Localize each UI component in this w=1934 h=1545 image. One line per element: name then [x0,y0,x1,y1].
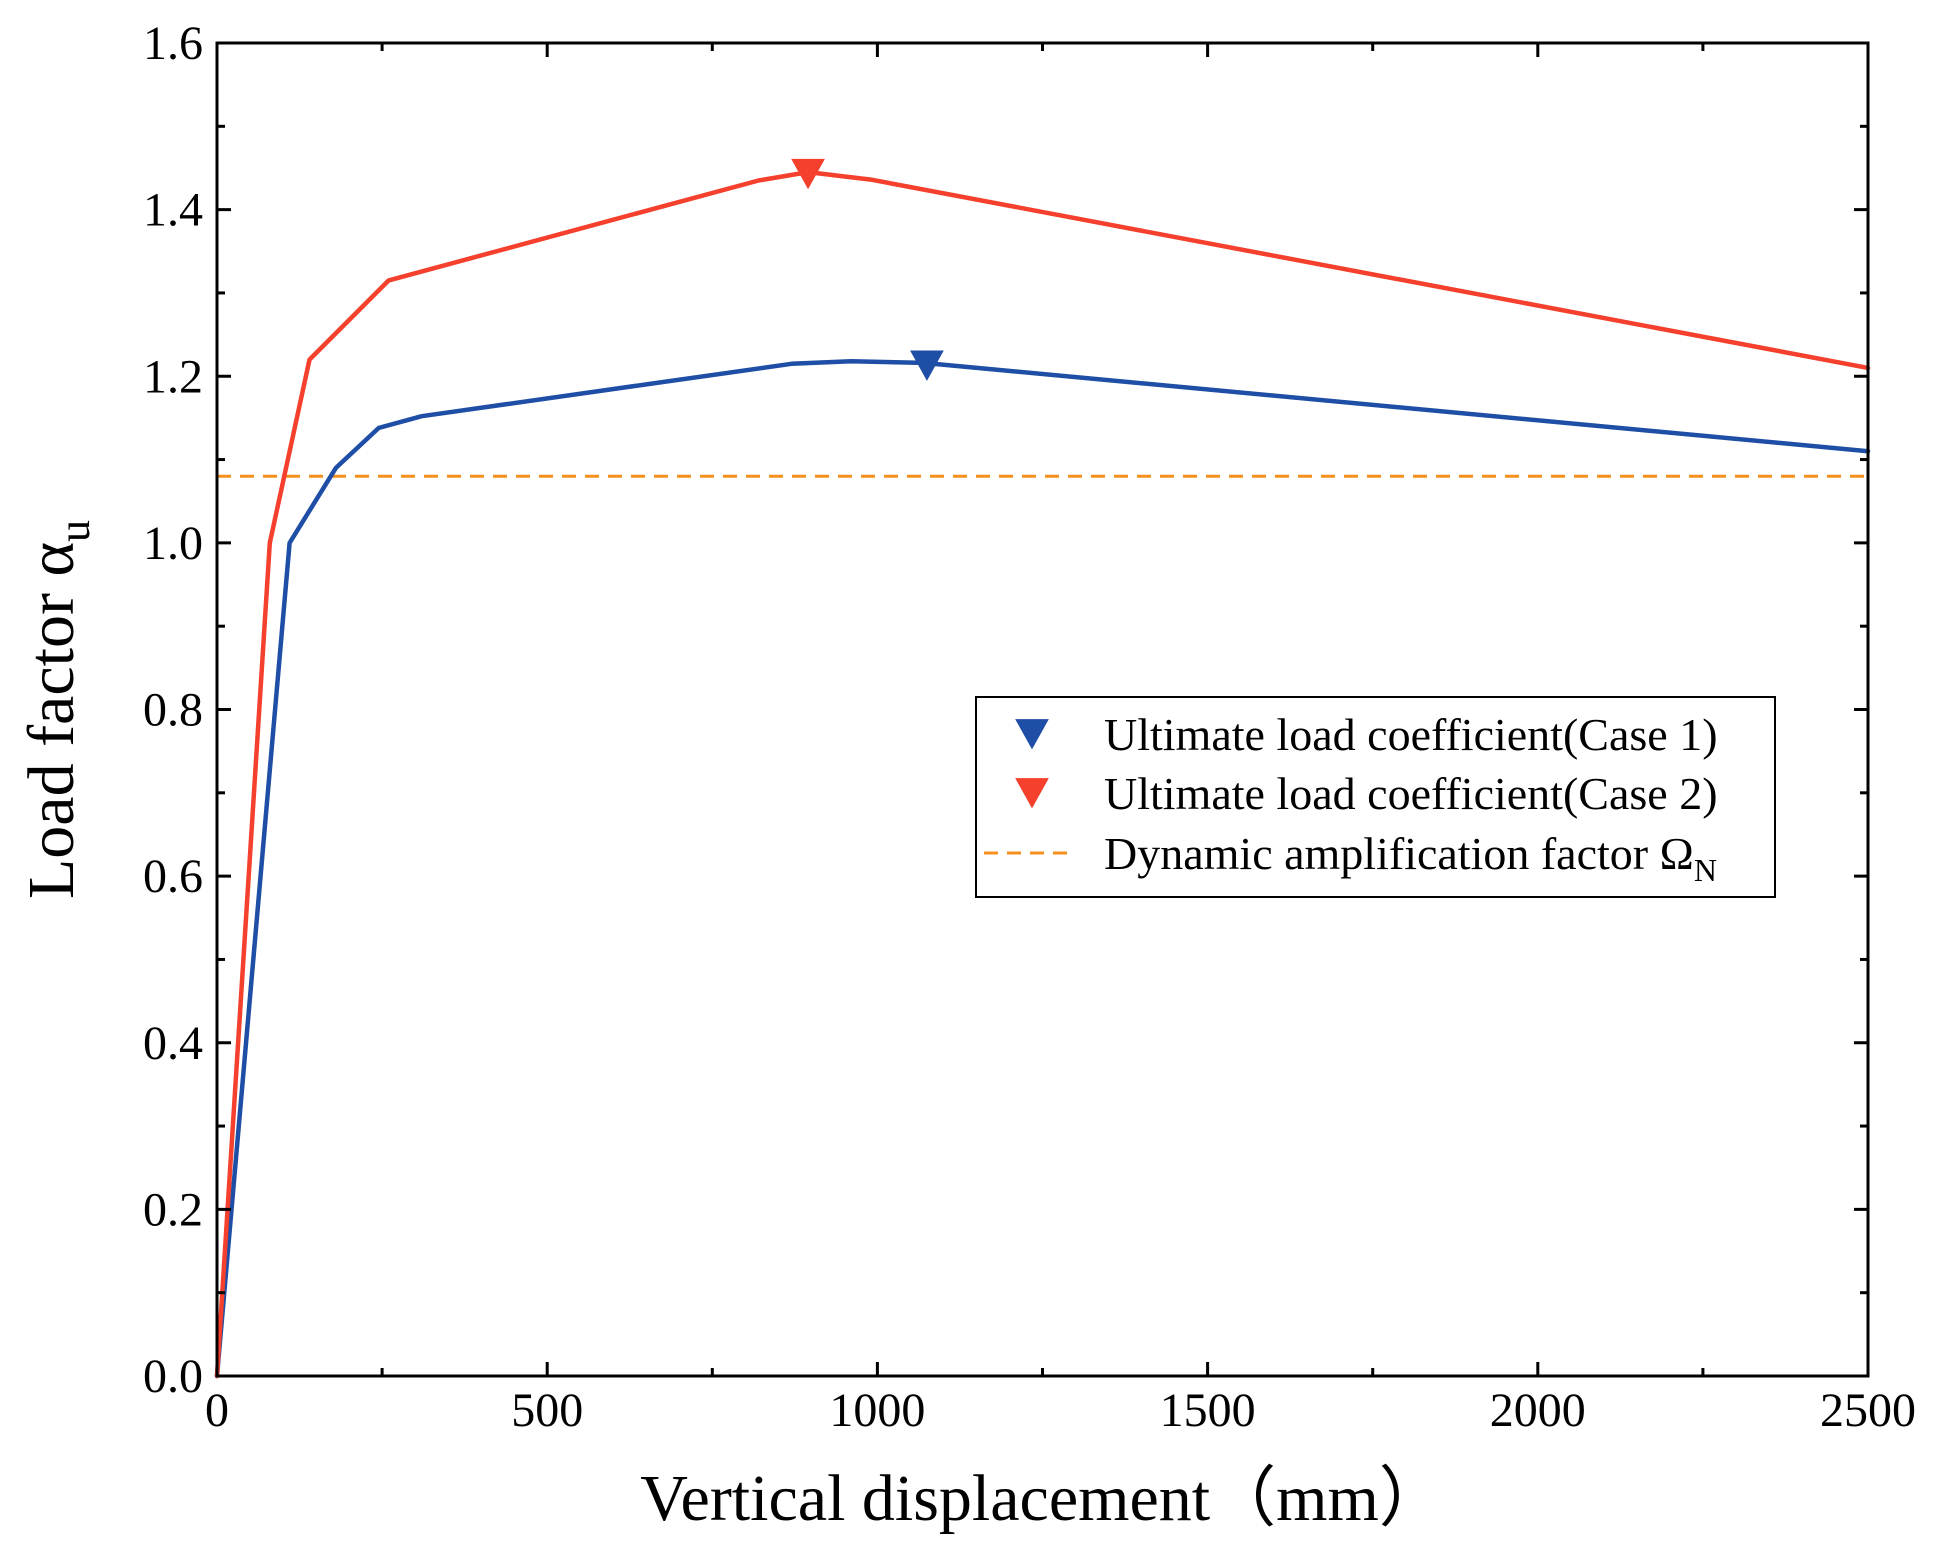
y-axis-title-subscript: u [50,520,99,542]
legend-marker-case-1 [1015,719,1049,750]
x-tick-label: 1000 [829,1384,925,1437]
y-tick-label: 0.4 [143,1017,203,1070]
axes [215,41,1870,1378]
y-tick-label: 1.6 [143,17,203,70]
plot-area [214,158,1871,1379]
x-tick-label: 2000 [1490,1384,1586,1437]
y-tick-label: 1.4 [143,184,203,237]
y-tick-label: 0.8 [143,684,203,737]
legend-box [975,696,1776,898]
x-tick-label: 1500 [1160,1384,1256,1437]
legend-label-case-1: Ultimate load coefficient(Case 1) [1104,709,1718,760]
series-line-case-2 [214,169,1871,1379]
axis-labels: 0 500 1000 1500 2000 2500 0.0 0.2 0.4 0.6 0.8 1.0 1.… [15,17,1916,1535]
y-tick-label: 0.2 [143,1183,203,1236]
legend-label-dynamic-amplification: Dynamic amplification factor ΩN [1104,828,1717,888]
y-axis-title-main: Load factor α [15,542,88,899]
y-tick-label: 0.6 [143,850,203,903]
ultimate-marker-case-2 [791,158,825,190]
x-tick-label: 0 [205,1384,229,1437]
legend-label-dynamic-amplification-subscript: N [1694,852,1717,888]
series-line-case-1 [214,359,1871,1379]
y-tick-label: 1.0 [143,517,203,570]
y-axis-title: Load factor αu [15,520,99,899]
y-tick-label: 0.0 [143,1350,203,1403]
legend-label-case-2: Ultimate load coefficient(Case 2) [1104,768,1718,819]
ultimate-marker-case-1 [910,350,944,381]
legend-marker-case-2 [1015,778,1049,809]
x-axis-title: Vertical displacement（mm） [640,1462,1445,1535]
y-tick-label: 1.2 [143,350,203,403]
x-tick-label: 500 [511,1384,583,1437]
x-tick-label: 2500 [1820,1384,1916,1437]
legend-label-dynamic-amplification-main: Dynamic amplification factor Ω [1104,828,1694,879]
legend: Ultimate load coefficient(Case 1) Ultimat… [975,696,1776,898]
